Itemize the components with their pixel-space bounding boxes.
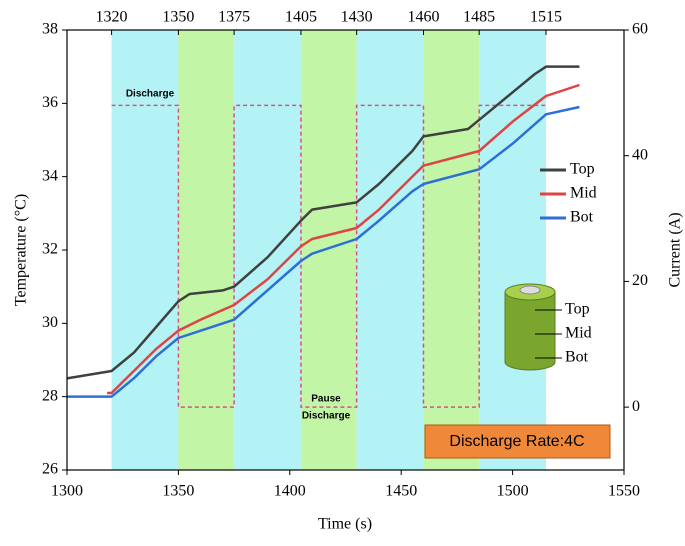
x-tick-label: 1450 (385, 483, 417, 500)
x-tick-label: 1300 (51, 483, 83, 500)
phase-band (111, 30, 179, 470)
x2-tick-label: 1405 (285, 9, 317, 26)
x-tick-label: 1500 (497, 483, 529, 500)
x-tick-label: 1400 (274, 483, 306, 500)
x-axis-title: Time (s) (318, 516, 372, 533)
rate-label: Discharge Rate:4C (449, 433, 584, 450)
y2-tick-label: 40 (632, 146, 648, 163)
temperature-line (67, 105, 580, 398)
phase-band (356, 30, 424, 470)
cylinder-label: Top (565, 301, 590, 318)
legend-label: Bot (570, 209, 594, 226)
current-line (111, 104, 547, 408)
phase-band (234, 30, 301, 470)
cylinder-label: Mid (565, 325, 592, 342)
plot-area (66, 65, 580, 408)
y2-axis-title: Current (A) (667, 212, 684, 287)
x2-tick-label: 1430 (341, 9, 373, 26)
rate-box (424, 424, 611, 459)
y2-tick-label: 0 (632, 398, 640, 415)
x2-tick-label: 1350 (162, 9, 194, 26)
annotation: Pause (311, 394, 341, 405)
y-tick-label: 30 (42, 314, 58, 331)
legend-label: Top (570, 161, 595, 178)
temperature-line (107, 83, 580, 395)
cylinder-label: Bot (565, 349, 589, 366)
x2-tick-label: 1460 (407, 9, 439, 26)
annotation: Discharge (302, 411, 351, 422)
y2-tick-label: 60 (632, 21, 648, 38)
y2-tick-label: 20 (632, 272, 648, 289)
x2-tick-label: 1485 (463, 9, 495, 26)
phase-band (300, 30, 357, 470)
y-tick-label: 38 (42, 21, 58, 38)
phase-band (423, 30, 480, 470)
x-tick-label: 1350 (162, 483, 194, 500)
y-axis-title: Temperature (°C) (13, 194, 30, 306)
y-tick-label: 26 (42, 461, 58, 478)
x-tick-label: 1550 (608, 483, 640, 500)
cylinder-icon (504, 283, 562, 371)
legend-label: Mid (570, 185, 597, 202)
y-tick-label: 28 (42, 387, 58, 404)
phase-band (479, 30, 547, 470)
x2-tick-label: 1375 (218, 9, 250, 26)
temperature-line (66, 65, 580, 380)
y-tick-label: 32 (42, 241, 58, 258)
phase-band (178, 30, 235, 470)
x2-tick-label: 1515 (530, 9, 562, 26)
phase-bands (111, 30, 547, 470)
y-tick-label: 34 (42, 167, 58, 184)
y-tick-label: 36 (42, 94, 58, 111)
x2-tick-label: 1320 (96, 9, 128, 26)
annotation: Discharge (126, 89, 175, 100)
